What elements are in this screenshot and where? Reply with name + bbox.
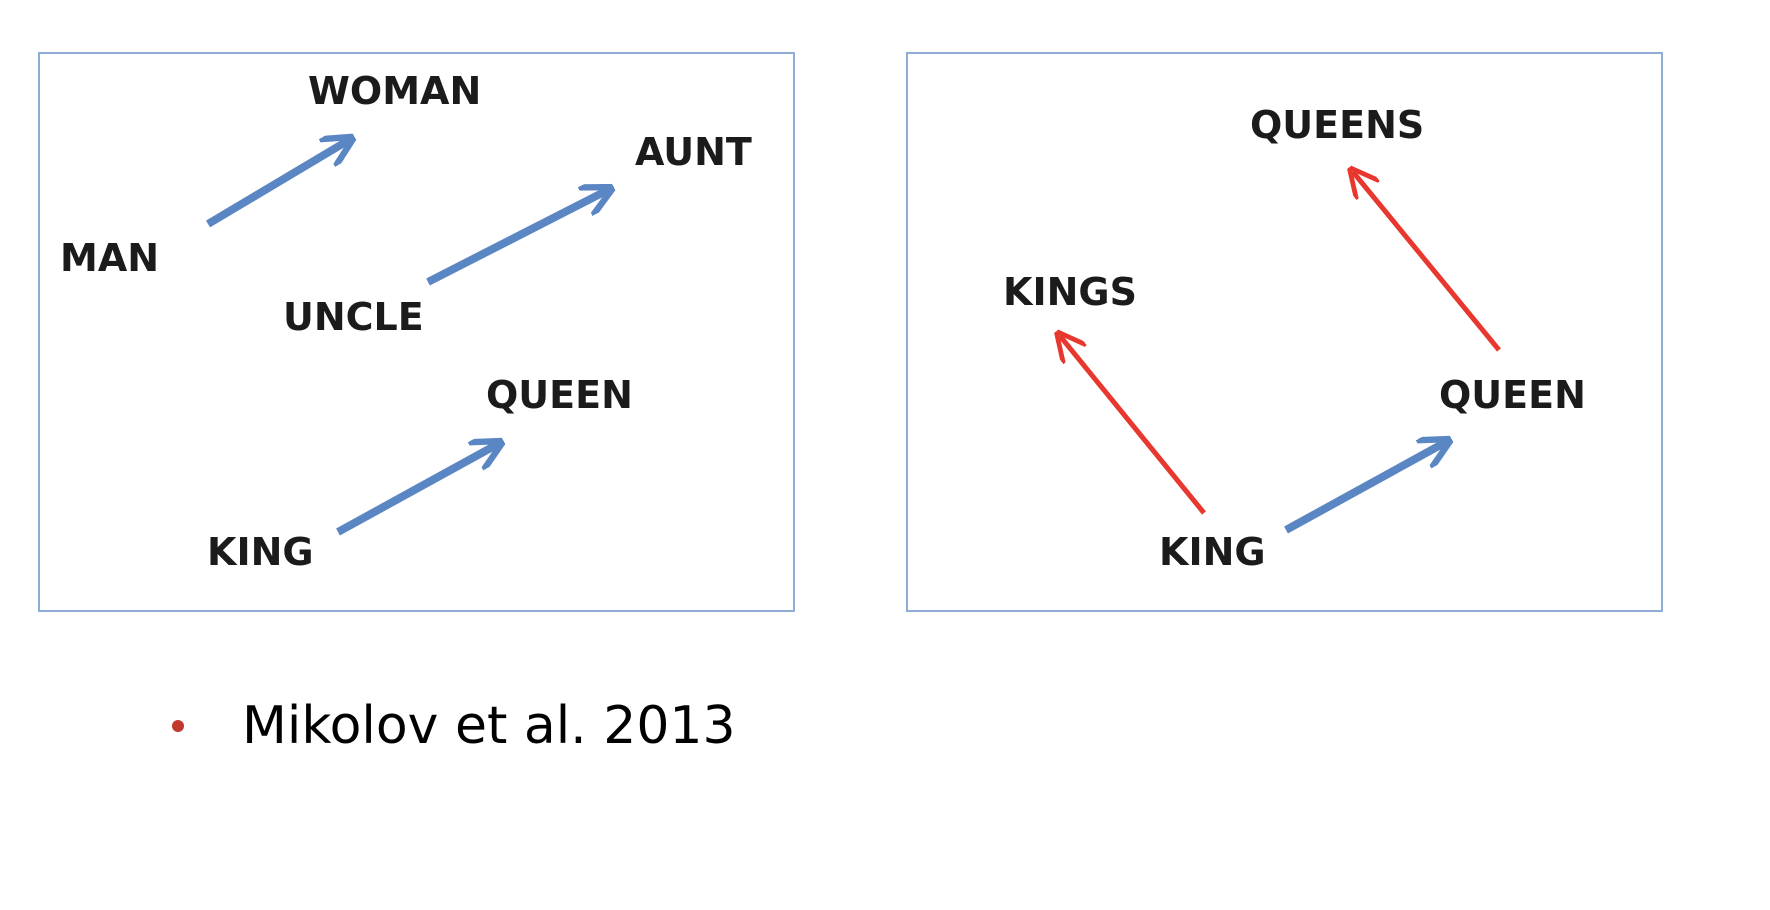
plural-arrows-layer bbox=[908, 54, 1501, 534]
word-king: KING bbox=[207, 530, 314, 574]
arrow-king-to-queen-right bbox=[1284, 442, 1446, 534]
word-man: MAN bbox=[60, 236, 160, 280]
plural-analogy-panel: QUEENS KINGS QUEEN KING bbox=[906, 52, 1663, 612]
gender-analogy-panel: WOMAN AUNT MAN UNCLE QUEEN KING bbox=[38, 52, 795, 612]
arrow-uncle-to-aunt bbox=[426, 190, 608, 286]
arrow-man-to-woman bbox=[205, 140, 349, 228]
gender-arrows-layer bbox=[205, 54, 793, 536]
citation-text: Mikolov et al. 2013 bbox=[242, 696, 736, 756]
word-kings: KINGS bbox=[1003, 270, 1137, 314]
arrow-queen-to-queens bbox=[1353, 172, 1501, 352]
word-queens: QUEENS bbox=[1250, 103, 1425, 147]
bullet-icon bbox=[172, 720, 184, 732]
citation: Mikolov et al. 2013 bbox=[172, 700, 736, 752]
word-queen-right: QUEEN bbox=[1439, 373, 1586, 417]
word-uncle: UNCLE bbox=[283, 295, 424, 339]
arrow-king-to-kings bbox=[1060, 336, 1206, 515]
word-king-right: KING bbox=[1159, 530, 1266, 574]
word-aunt: AUNT bbox=[635, 130, 752, 174]
word-queen: QUEEN bbox=[486, 373, 633, 417]
arrow-king-to-queen bbox=[336, 444, 498, 536]
word-woman: WOMAN bbox=[308, 69, 482, 113]
